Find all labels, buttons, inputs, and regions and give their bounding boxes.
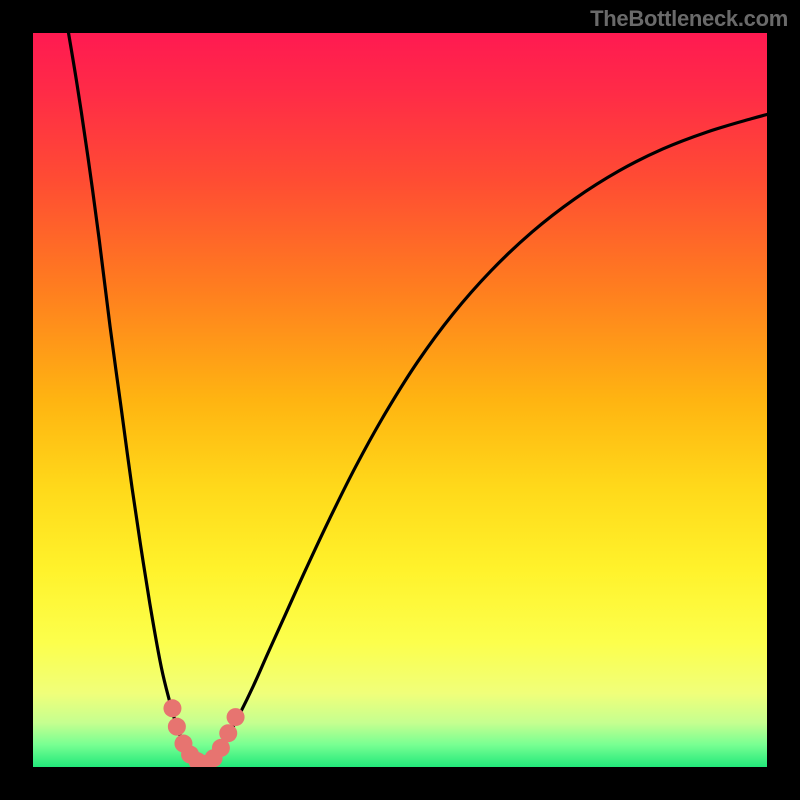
watermark-text: TheBottleneck.com [590,6,788,32]
marker-point [219,724,237,742]
marker-point [163,699,181,717]
chart-container: TheBottleneck.com [0,0,800,800]
bottleneck-chart-svg [0,0,800,800]
marker-point [227,708,245,726]
marker-point [168,718,186,736]
plot-background-gradient [33,33,767,767]
